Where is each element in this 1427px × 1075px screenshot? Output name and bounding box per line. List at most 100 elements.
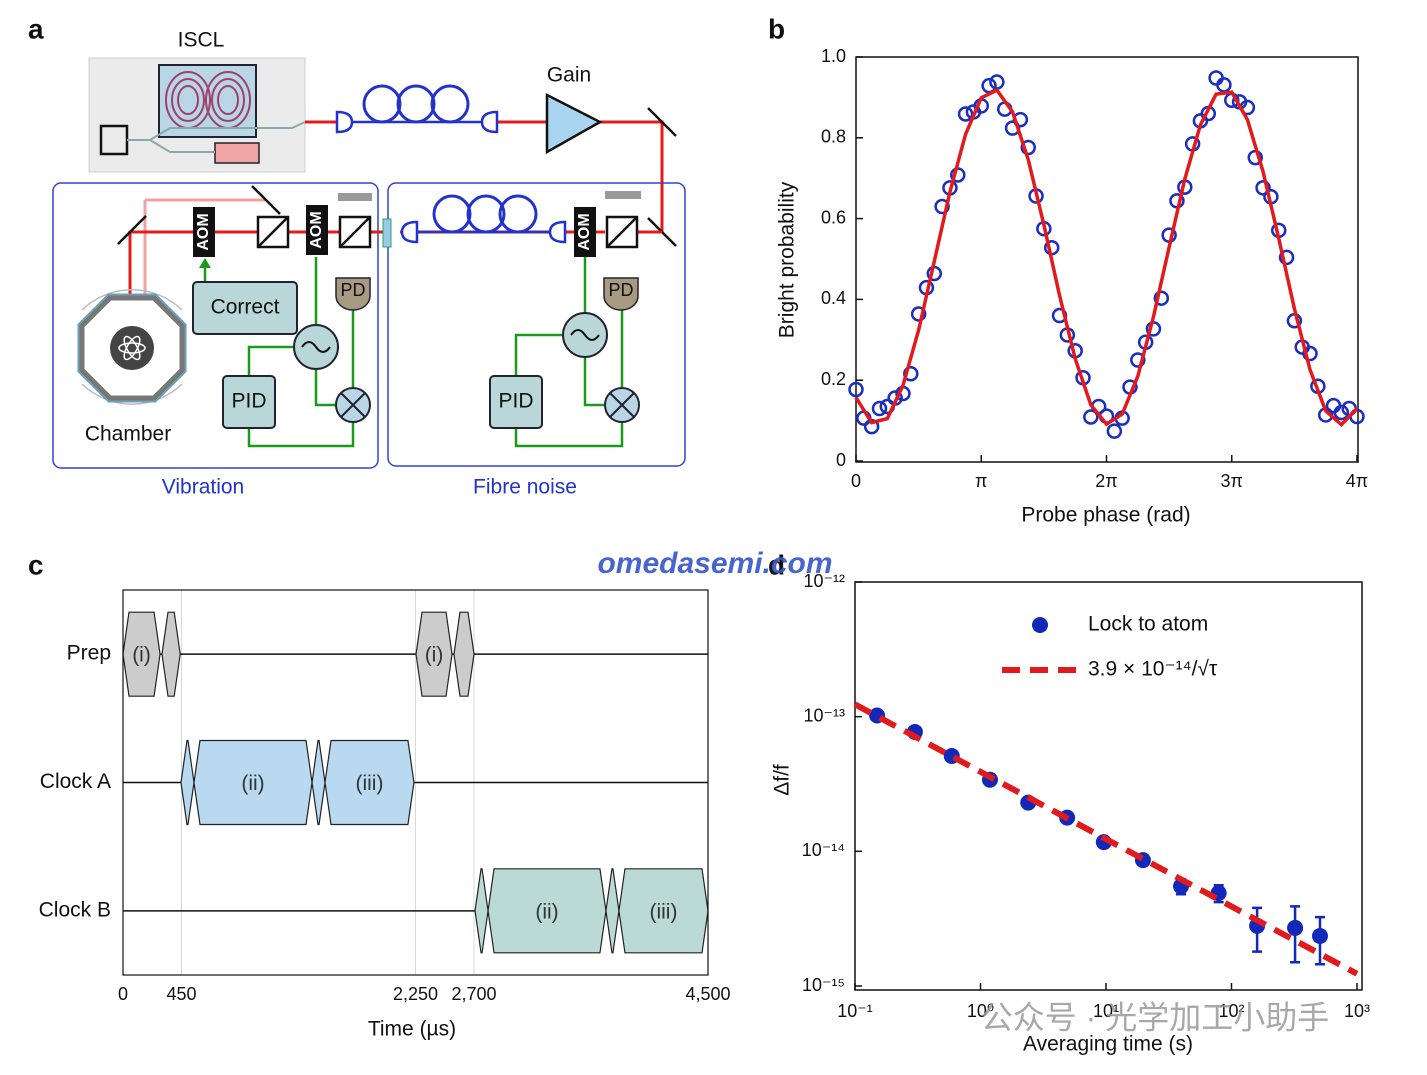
pulse-block bbox=[618, 868, 709, 954]
data-point bbox=[1278, 249, 1295, 266]
mirror bbox=[117, 185, 281, 245]
block-label: (ii) bbox=[241, 772, 264, 795]
data-point bbox=[910, 306, 927, 322]
photodiode bbox=[603, 277, 639, 311]
y-tick-label: 0.4 bbox=[821, 288, 846, 308]
diagram-label: PID bbox=[231, 390, 266, 413]
x-axis-label: Averaging time (s) bbox=[1023, 1033, 1193, 1056]
panel-label: c bbox=[28, 549, 44, 580]
y-tick-label: 10⁻¹⁵ bbox=[802, 975, 845, 995]
pulse-block bbox=[605, 868, 620, 954]
fibre-coil bbox=[362, 84, 470, 124]
fit-line bbox=[853, 701, 1359, 977]
photodiode bbox=[335, 277, 371, 311]
y-tick-label: 0.2 bbox=[821, 369, 846, 389]
pulse-block bbox=[453, 611, 475, 697]
y-axis-label: Bright probability bbox=[776, 181, 799, 338]
x-tick-label: 10¹ bbox=[1093, 1001, 1119, 1021]
y-tick-label: 10⁻¹⁴ bbox=[802, 840, 845, 860]
fibre-coil bbox=[432, 194, 538, 234]
charts: 0 π 2π 3π 4π 0 0.2 0.4 0.6 0.8 1.0 Probe phase (rad… bbox=[39, 46, 1370, 1056]
block-label: (i) bbox=[425, 644, 444, 667]
waveguide bbox=[127, 121, 306, 153]
y-tick-label: 0.8 bbox=[821, 127, 846, 147]
aom-label: AOM bbox=[195, 213, 212, 250]
fibre-end bbox=[382, 218, 392, 248]
block-label: (ii) bbox=[535, 900, 558, 923]
correct-box bbox=[192, 281, 298, 335]
data-point bbox=[1130, 352, 1146, 368]
x-tick-label: 2π bbox=[1095, 471, 1117, 491]
y-tick-label: 1.0 bbox=[821, 46, 846, 66]
sine-symbol bbox=[301, 329, 600, 353]
panel-label: b bbox=[768, 13, 785, 44]
watermark: omedasemi.com bbox=[597, 547, 832, 580]
plot-frame bbox=[854, 581, 1363, 991]
aom bbox=[193, 207, 215, 257]
y-tick-label: 10⁻¹³ bbox=[803, 705, 845, 725]
grating bbox=[214, 142, 260, 164]
diagram-label: Correct bbox=[211, 296, 280, 319]
data-point bbox=[871, 400, 888, 417]
row-label: Prep bbox=[67, 642, 111, 665]
x-tick-label: 10⁻¹ bbox=[837, 1001, 873, 1021]
pulse-block bbox=[193, 739, 313, 826]
signal-line bbox=[247, 257, 624, 448]
legend-label: 3.9 × 10⁻¹⁴/√τ bbox=[1088, 658, 1218, 681]
data-point bbox=[1255, 180, 1271, 196]
diagram-label: Chamber bbox=[85, 423, 171, 446]
fibre-noise-box bbox=[387, 182, 686, 467]
mixer-symbol bbox=[340, 392, 635, 418]
block-label: (i) bbox=[132, 644, 151, 667]
pulse-block bbox=[180, 739, 195, 826]
setup-diagram bbox=[52, 57, 686, 469]
watermark: 公众号 · 光学加工小助手 bbox=[981, 999, 1329, 1035]
y-tick-label: 0 bbox=[836, 450, 846, 470]
vibration-box bbox=[52, 182, 379, 469]
aom bbox=[306, 205, 328, 255]
laser-beam bbox=[305, 120, 664, 232]
pid-box bbox=[222, 375, 276, 429]
x-tick-label: π bbox=[975, 471, 987, 491]
data-point bbox=[1106, 423, 1123, 439]
box-label: Vibration bbox=[162, 476, 245, 499]
data-point bbox=[903, 365, 919, 382]
retro-mirror bbox=[605, 191, 641, 199]
pulse-block bbox=[487, 868, 607, 954]
amplifier bbox=[545, 92, 603, 155]
chamber bbox=[77, 289, 187, 405]
aom-label: AOM bbox=[576, 213, 593, 250]
x-tick-label: 10² bbox=[1218, 1001, 1244, 1021]
pulse-block bbox=[324, 739, 415, 826]
y-tick-label: 10⁻¹² bbox=[803, 571, 845, 591]
data-point bbox=[1083, 409, 1099, 425]
diagram-label: ISCL bbox=[178, 29, 225, 52]
diagram-label: PD bbox=[340, 280, 365, 300]
data-point bbox=[1302, 345, 1318, 362]
data-point bbox=[1216, 77, 1232, 93]
pulse-block bbox=[311, 739, 326, 826]
data-point bbox=[957, 106, 974, 122]
aom bbox=[574, 207, 596, 257]
x-axis-label: Time (µs) bbox=[368, 1018, 456, 1041]
y-axis-label: Δf/f bbox=[771, 764, 794, 796]
row-label: Clock B bbox=[39, 898, 111, 921]
block-label: (iii) bbox=[649, 900, 677, 923]
row-label: Clock A bbox=[40, 770, 111, 793]
chip bbox=[158, 64, 257, 138]
x-tick-label: 0 bbox=[118, 984, 128, 1004]
pulse-block bbox=[474, 868, 489, 954]
plot-frame bbox=[122, 589, 709, 976]
diagram-label: PID bbox=[498, 390, 533, 413]
diagram-label: Gain bbox=[547, 64, 591, 87]
x-tick-label: 3π bbox=[1221, 471, 1243, 491]
x-tick-label: 0 bbox=[851, 471, 861, 491]
retro-mirror bbox=[338, 193, 372, 201]
x-tick-label: 10⁰ bbox=[967, 1001, 994, 1021]
data-point bbox=[1311, 928, 1328, 945]
data-point bbox=[1287, 919, 1304, 936]
y-tick-label: 0.6 bbox=[821, 207, 846, 227]
data-point bbox=[989, 74, 1005, 90]
fit-line bbox=[854, 87, 1359, 428]
